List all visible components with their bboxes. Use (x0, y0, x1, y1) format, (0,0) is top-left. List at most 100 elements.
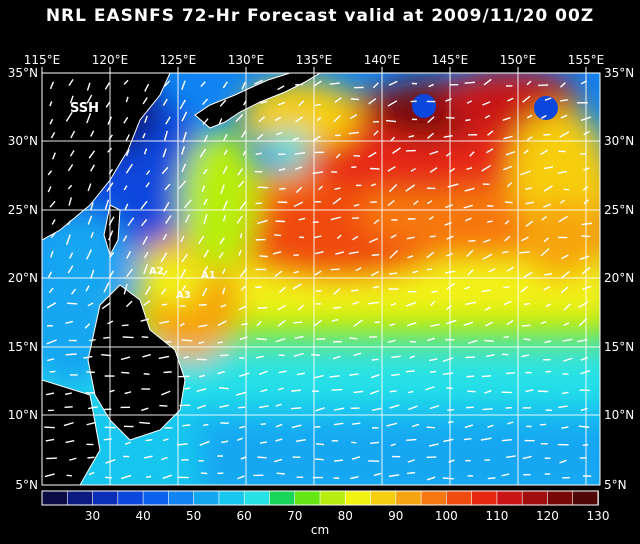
velocity-arrow-icon (44, 473, 55, 478)
velocity-arrow-icon (259, 441, 267, 444)
velocity-arrow-icon (50, 232, 56, 238)
velocity-arrow-icon (65, 111, 73, 122)
colorbar-cell (572, 490, 599, 506)
velocity-arrow-icon (370, 271, 379, 277)
velocity-arrow-icon (181, 339, 193, 342)
velocity-arrow-icon (427, 132, 434, 139)
lon-label: 115°E (24, 53, 61, 67)
velocity-arrow-icon (101, 353, 112, 357)
velocity-arrow-icon (443, 438, 454, 443)
velocity-arrow-icon (523, 302, 530, 306)
velocity-arrow-icon (442, 372, 454, 375)
velocity-arrow-icon (200, 472, 208, 475)
velocity-arrow-icon (463, 204, 474, 209)
velocity-arrow-icon (105, 101, 111, 108)
velocity-arrow-icon (333, 422, 344, 426)
colorbar-cell (193, 490, 220, 506)
velocity-arrow-icon (124, 203, 129, 210)
velocity-arrow-icon (313, 374, 324, 379)
velocity-arrow-icon (557, 170, 568, 174)
velocity-arrow-icon (559, 82, 566, 88)
velocity-arrow-icon (164, 183, 171, 191)
velocity-arrow-icon (405, 370, 415, 373)
colorbar-cell (269, 490, 296, 506)
velocity-arrow-icon (295, 186, 303, 194)
velocity-arrow-icon (315, 407, 325, 412)
velocity-arrow-icon (222, 287, 226, 295)
velocity-arrow-icon (543, 237, 550, 243)
velocity-arrow-icon (257, 219, 268, 225)
velocity-arrow-icon (178, 180, 187, 189)
velocity-arrow-icon (523, 271, 533, 278)
velocity-arrow-icon (64, 392, 72, 396)
velocity-arrow-icon (295, 438, 306, 443)
velocity-arrow-icon (425, 386, 435, 391)
velocity-arrow-icon (370, 374, 380, 379)
velocity-arrow-icon (162, 98, 168, 106)
velocity-arrow-icon (237, 168, 244, 176)
velocity-arrow-icon (143, 373, 150, 375)
velocity-arrow-icon (372, 407, 382, 411)
velocity-arrow-icon (526, 80, 532, 86)
velocity-arrow-icon (370, 441, 380, 445)
velocity-arrow-icon (144, 115, 148, 124)
velocity-arrow-icon (105, 458, 116, 464)
velocity-arrow-icon (181, 163, 187, 173)
lon-label: 150°E (500, 53, 537, 67)
velocity-arrow-icon (482, 253, 493, 260)
velocity-arrow-icon (406, 236, 415, 240)
velocity-arrow-icon (330, 216, 341, 221)
velocity-arrow-icon (408, 135, 415, 138)
velocity-arrow-icon (412, 270, 419, 274)
velocity-arrow-icon (427, 200, 433, 205)
velocity-arrow-icon (69, 252, 74, 259)
velocity-arrow-icon (69, 150, 75, 157)
velocity-arrow-icon (90, 164, 96, 172)
velocity-arrow-icon (124, 391, 132, 395)
velocity-arrow-icon (541, 114, 547, 119)
velocity-arrow-icon (163, 130, 168, 141)
velocity-arrow-icon (526, 136, 533, 141)
cold-eddy (534, 96, 558, 120)
velocity-arrow-icon (579, 255, 590, 261)
velocity-arrow-icon (125, 96, 129, 103)
velocity-arrow-icon (504, 235, 511, 242)
velocity-arrow-icon (318, 185, 323, 191)
velocity-arrow-icon (519, 251, 531, 254)
velocity-arrow-icon (296, 372, 305, 376)
velocity-arrow-icon (256, 320, 262, 327)
lon-label: 140°E (364, 53, 401, 67)
velocity-arrow-icon (199, 440, 210, 446)
velocity-arrow-icon (413, 200, 419, 206)
velocity-arrow-icon (90, 269, 95, 279)
velocity-arrow-icon (83, 355, 93, 359)
velocity-arrow-icon (144, 83, 150, 92)
velocity-arrow-icon (466, 100, 473, 104)
velocity-arrow-icon (143, 263, 149, 275)
velocity-arrow-icon (331, 318, 339, 322)
velocity-arrow-icon (163, 371, 172, 374)
velocity-arrow-icon (203, 423, 209, 427)
velocity-arrow-icon (68, 78, 74, 86)
velocity-arrow-icon (559, 199, 566, 204)
velocity-arrow-icon (239, 233, 243, 239)
velocity-arrow-icon (446, 387, 453, 389)
velocity-arrow-icon (292, 283, 302, 290)
velocity-arrow-icon (44, 426, 55, 429)
velocity-arrow-icon (199, 148, 207, 158)
velocity-arrow-icon (123, 79, 129, 85)
velocity-arrow-icon (390, 443, 396, 447)
velocity-arrow-icon (203, 249, 210, 258)
velocity-arrow-icon (66, 234, 71, 245)
velocity-arrow-icon (242, 150, 247, 156)
velocity-arrow-icon (202, 287, 208, 297)
velocity-arrow-icon (540, 149, 549, 156)
velocity-arrow-icon (106, 182, 114, 192)
velocity-arrow-icon (162, 270, 168, 276)
velocity-arrow-icon (348, 131, 359, 135)
velocity-arrow-icon (581, 235, 591, 238)
velocity-arrow-icon (240, 285, 246, 291)
velocity-arrow-icon (483, 78, 492, 86)
velocity-arrow-icon (390, 302, 397, 307)
velocity-arrow-icon (104, 199, 110, 210)
